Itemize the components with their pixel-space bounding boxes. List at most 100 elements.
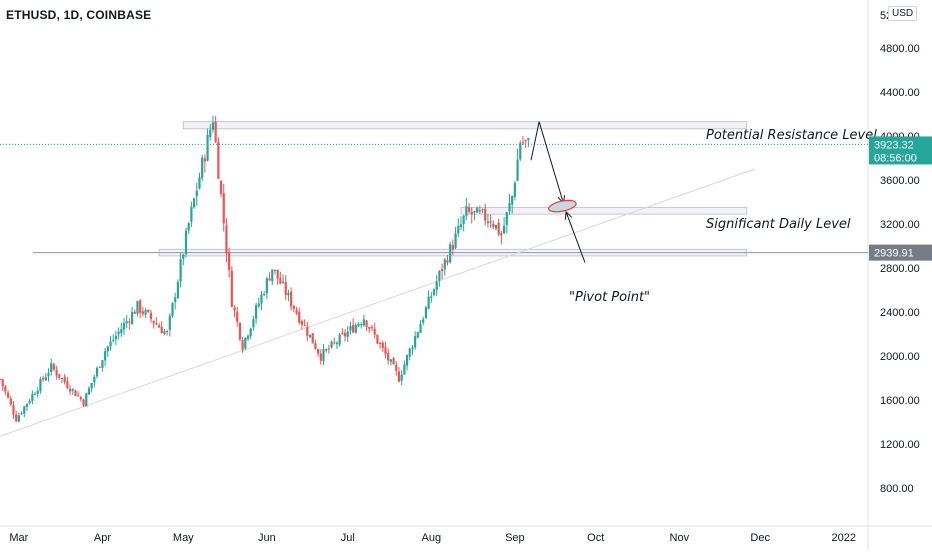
x-tick-label: Aug: [422, 532, 442, 544]
candle-body: [325, 349, 328, 351]
candle-body: [120, 329, 123, 334]
candle-body: [139, 300, 142, 313]
candle-body: [465, 206, 468, 217]
candle-body: [376, 334, 379, 344]
candle-body: [470, 212, 473, 215]
candle-body: [79, 397, 82, 400]
candle-body: [281, 281, 285, 283]
candle-body: [206, 134, 209, 161]
zone-daily-level: [460, 207, 748, 215]
candle-body: [9, 398, 12, 405]
candle-body: [87, 388, 91, 395]
candle-body: [370, 327, 374, 329]
x-tick-label: 2022: [831, 532, 855, 544]
candle-body: [287, 292, 290, 296]
candle-body: [47, 373, 50, 377]
candle-body: [152, 320, 155, 324]
candle-body: [4, 386, 7, 392]
candle-body: [521, 142, 525, 144]
candle-body: [362, 319, 366, 326]
candle-body: [462, 215, 465, 224]
y-tick-label: 4400.00: [880, 87, 920, 99]
candle-body: [230, 270, 233, 307]
candle-body: [211, 122, 215, 130]
candle-body: [201, 157, 204, 179]
x-tick-label: Jul: [341, 532, 355, 544]
y-tick-label: 1600.00: [880, 395, 920, 407]
candle-body: [494, 224, 498, 229]
annotation-daily-level-label: Significant Daily Level: [706, 217, 851, 232]
candle-body: [50, 362, 53, 373]
y-tick-label: 3200.00: [880, 219, 920, 231]
candle-body: [133, 311, 136, 314]
candle-body: [171, 302, 174, 317]
y-tick-label: 4800.00: [880, 43, 920, 55]
pivot-ellipse: [548, 199, 577, 213]
candle-body: [0, 378, 2, 380]
candle-body: [389, 359, 392, 362]
candle-body: [101, 360, 104, 369]
level-price-tag-bg: [869, 244, 932, 261]
candle-body: [176, 281, 180, 299]
candle-body: [141, 311, 144, 314]
candle-body: [58, 374, 61, 378]
candle-body: [395, 364, 398, 371]
candle-body: [136, 300, 139, 314]
candle-body: [508, 203, 511, 212]
candle-body: [20, 413, 23, 415]
candle-body: [238, 322, 242, 340]
candle-body: [292, 305, 295, 309]
candle-body: [446, 260, 449, 263]
candle-body: [492, 223, 495, 227]
candle-body: [85, 393, 88, 407]
candle-body: [236, 311, 239, 322]
candle-body: [128, 321, 131, 323]
candle-body: [327, 348, 330, 350]
candle-body: [44, 377, 47, 381]
candle-body: [63, 376, 66, 383]
candle-body: [384, 347, 387, 354]
candle-body: [157, 325, 161, 328]
candle-body: [174, 297, 177, 302]
candle-body: [149, 312, 153, 320]
candle-body: [12, 405, 15, 415]
candle-body: [360, 323, 363, 326]
candle-body: [316, 349, 320, 354]
candle-body: [303, 325, 306, 327]
candle-body: [6, 392, 10, 398]
candle-body: [23, 406, 26, 414]
candle-body: [451, 245, 454, 249]
candle-body: [335, 343, 339, 345]
candle-body: [17, 415, 20, 422]
candle-body: [125, 321, 128, 324]
candle-body: [179, 259, 182, 282]
candle-body: [42, 378, 45, 380]
candle-body: [195, 190, 198, 197]
candle-body: [31, 393, 34, 402]
candle-body: [408, 348, 411, 357]
candle-body: [473, 211, 476, 213]
y-tick-label: 3600.00: [880, 175, 920, 187]
candle-body: [257, 303, 260, 307]
candle-body: [249, 328, 252, 337]
candle-body: [511, 196, 514, 205]
candle-body: [209, 129, 212, 137]
candle-body: [392, 358, 395, 365]
candle-body: [486, 221, 490, 223]
candle-body: [352, 325, 355, 333]
currency-selector[interactable]: USD: [888, 6, 918, 21]
candle-body: [203, 158, 206, 162]
candle-body: [225, 225, 228, 254]
last-price-tag-bg: [869, 136, 932, 165]
candle-body: [373, 328, 376, 335]
candle-body: [130, 311, 134, 324]
candle-body: [459, 224, 463, 228]
candle-body: [519, 143, 522, 160]
candle-body: [500, 233, 503, 236]
x-tick-label: May: [173, 532, 194, 544]
last-price-value: 3923.32: [874, 139, 914, 151]
candle-body: [28, 400, 31, 404]
